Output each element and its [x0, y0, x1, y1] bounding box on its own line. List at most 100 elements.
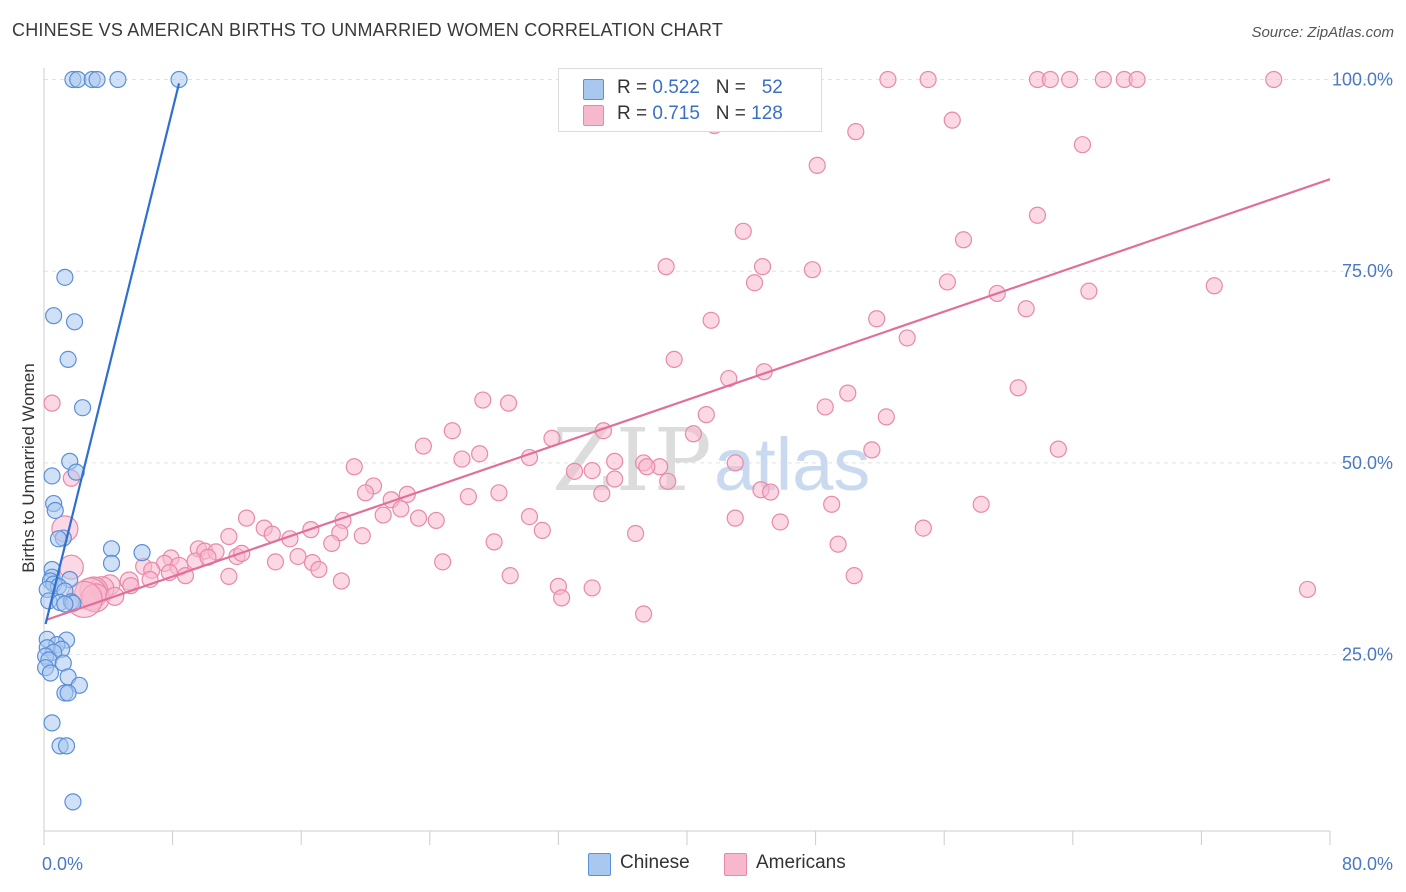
y-axis-title: Births to Unmarried Women: [19, 363, 38, 572]
americans-point: [427, 511, 445, 530]
americans-point: [490, 484, 508, 502]
correlation-legend: R = 0.522 N = 52 R = 0.715 N = 128: [558, 68, 822, 132]
americans-point: [459, 488, 477, 506]
americans-point: [1017, 300, 1035, 318]
americans-point: [606, 470, 624, 488]
americans-point: [1265, 70, 1283, 89]
legend-label: Americans: [756, 852, 846, 873]
americans-point: [1060, 70, 1079, 89]
americans-point: [583, 579, 601, 597]
trend-lines: [44, 83, 1331, 625]
americans-point: [409, 509, 428, 527]
americans-point: [943, 111, 961, 129]
americans-point: [392, 500, 410, 518]
chinese-point: [65, 313, 84, 331]
americans-point: [289, 547, 307, 566]
chinese-point: [45, 307, 63, 325]
chinese-point: [133, 544, 151, 562]
americans-point: [499, 394, 518, 412]
americans-point: [1205, 277, 1223, 295]
americans-point: [520, 507, 539, 526]
chinese-point: [59, 350, 77, 368]
chinese-point: [57, 737, 76, 755]
chinese-point: [73, 399, 92, 417]
americans-swatch: [583, 105, 604, 126]
y-tick-label: 50.0%: [1342, 453, 1393, 473]
americans-point: [702, 311, 720, 329]
americans-point: [868, 310, 886, 328]
americans-point: [829, 535, 847, 553]
x-tick-label-min: 0.0%: [42, 854, 83, 874]
x-tick-label-max: 80.0%: [1342, 854, 1393, 874]
chinese-point: [59, 684, 77, 702]
chinese-point: [43, 714, 61, 732]
legend-row-text: R = 0.715 N = 128: [617, 103, 783, 125]
americans-point: [954, 231, 973, 249]
chinese-point: [64, 793, 82, 811]
americans-point: [938, 273, 957, 291]
americans-point: [638, 458, 656, 476]
chinese-point: [46, 501, 64, 520]
americans-point: [266, 553, 285, 571]
americans-point: [443, 422, 461, 440]
americans-point: [771, 513, 789, 531]
americans-point: [237, 509, 256, 527]
chinese-trend-line: [44, 83, 181, 625]
americans-point: [310, 560, 328, 579]
americans-point: [626, 524, 645, 543]
americans-point: [593, 484, 611, 503]
americans-point: [1028, 206, 1047, 224]
americans-point: [220, 527, 238, 546]
americans-point: [914, 519, 932, 537]
n-label: N =: [715, 103, 752, 124]
americans-point: [839, 384, 857, 402]
americans-point: [697, 406, 715, 424]
americans-point: [879, 70, 897, 89]
chinese-point: [88, 70, 106, 89]
americans-swatch: [724, 853, 747, 876]
americans-point: [734, 222, 752, 240]
americans-point: [808, 156, 826, 174]
americans-point: [816, 398, 834, 416]
americans-point: [374, 506, 392, 524]
americans-point: [745, 274, 764, 292]
r-value: 0.715: [652, 103, 700, 124]
n-value: 52: [761, 77, 783, 98]
americans-point: [972, 495, 990, 513]
chinese-point: [69, 70, 87, 89]
chinese-point: [41, 664, 60, 682]
series-americans: [43, 70, 1317, 623]
chinese-point: [102, 540, 121, 558]
americans-point: [356, 484, 375, 502]
americans-point: [761, 483, 780, 501]
americans-point: [1094, 70, 1112, 89]
americans-point: [1128, 70, 1146, 89]
americans-point: [474, 391, 492, 409]
americans-point: [847, 123, 865, 141]
americans-point: [332, 572, 350, 590]
chinese-point: [109, 70, 127, 89]
americans-point: [863, 441, 881, 459]
y-tick-label: 75.0%: [1342, 261, 1393, 281]
americans-point: [220, 567, 238, 586]
americans-point: [1041, 70, 1059, 89]
americans-point: [684, 425, 703, 443]
americans-point: [414, 437, 432, 455]
americans-point: [1080, 282, 1098, 300]
americans-point: [823, 495, 841, 513]
americans-point: [565, 462, 584, 480]
tick-labels: 25.0% 50.0% 75.0% 100.0% 0.0% 80.0%: [42, 70, 1393, 874]
americans-point: [877, 408, 895, 426]
americans-point: [583, 461, 601, 480]
americans-point: [898, 329, 916, 347]
n-value: 128: [751, 103, 783, 124]
americans-point: [353, 527, 371, 545]
chinese-swatch: [588, 853, 611, 876]
americans-trend-line: [45, 178, 1331, 622]
americans-point: [919, 70, 937, 89]
americans-point: [726, 454, 744, 472]
americans-point: [803, 261, 821, 279]
grid-lines: [44, 79, 1392, 656]
americans-point: [553, 589, 571, 607]
americans-point: [1009, 379, 1027, 397]
